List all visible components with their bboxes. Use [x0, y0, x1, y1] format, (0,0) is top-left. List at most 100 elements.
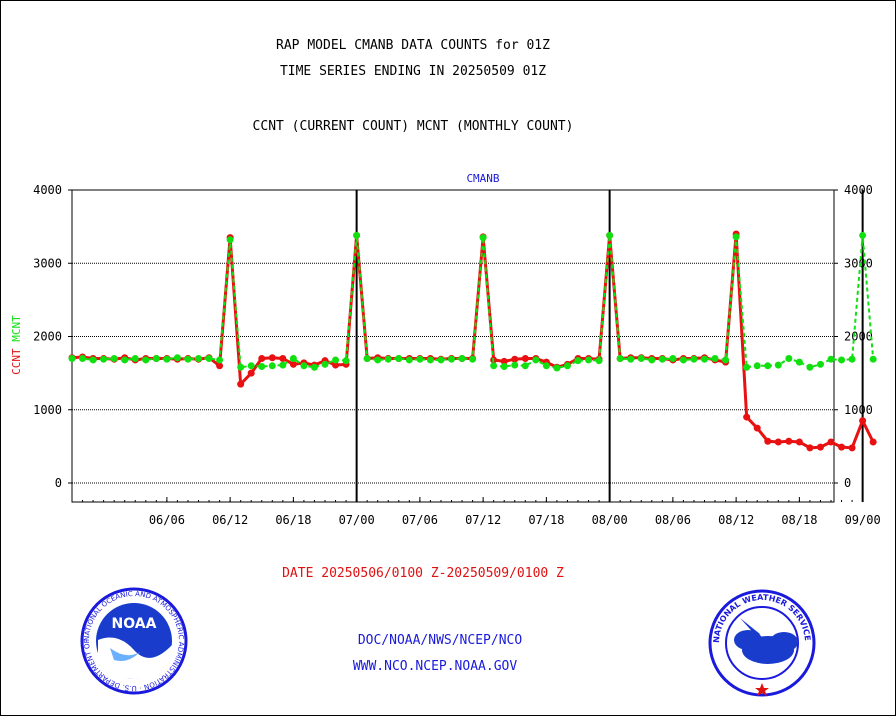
data-point-mcnt [448, 355, 455, 363]
x-tick-label: 07/06 [402, 513, 438, 527]
data-point-mcnt [616, 354, 624, 362]
data-point-ccnt [500, 357, 508, 365]
data-point-mcnt [279, 361, 287, 369]
data-point-mcnt [163, 355, 171, 363]
y-axis-label: CCNT MCNT [10, 315, 23, 375]
data-point-mcnt [827, 355, 835, 363]
y-tick-label: 3000 [33, 256, 62, 270]
data-point-mcnt [173, 354, 181, 362]
data-point-ccnt [237, 380, 245, 388]
data-point-mcnt [785, 354, 793, 362]
data-point-ccnt [795, 438, 803, 446]
data-point-mcnt [648, 356, 656, 364]
y-tick-label-right: 1000 [844, 403, 873, 417]
data-point-mcnt [764, 362, 772, 370]
data-point-mcnt [426, 356, 434, 364]
date-range-label: DATE 20250506/0100 Z-20250509/0100 Z [282, 566, 564, 581]
data-point-mcnt [184, 355, 192, 363]
data-point-mcnt [690, 355, 698, 363]
data-point-mcnt [363, 354, 371, 362]
data-point-mcnt [353, 231, 361, 239]
data-point-mcnt [574, 357, 582, 365]
data-point-mcnt [869, 355, 877, 363]
data-point-ccnt [806, 444, 814, 452]
data-point-ccnt [216, 362, 224, 370]
data-point-mcnt [289, 354, 297, 362]
data-point-ccnt [511, 355, 519, 363]
data-point-mcnt [490, 362, 498, 370]
x-tick-label: 07/12 [465, 513, 501, 527]
data-point-ccnt [743, 413, 751, 421]
data-point-mcnt [300, 362, 308, 370]
data-point-mcnt [342, 357, 350, 365]
data-point-ccnt [268, 354, 276, 362]
data-point-mcnt [658, 355, 666, 363]
x-tick-label: 06/18 [275, 513, 311, 527]
data-point-mcnt [637, 354, 645, 362]
data-point-ccnt [279, 354, 287, 362]
data-point-mcnt [563, 362, 571, 370]
data-point-ccnt [289, 360, 297, 368]
x-tick-label: 06/12 [212, 513, 248, 527]
data-point-mcnt [437, 356, 445, 364]
data-point-ccnt [521, 354, 529, 362]
data-point-ccnt [247, 369, 255, 377]
data-point-mcnt [268, 362, 276, 370]
data-point-mcnt [479, 234, 487, 242]
series-line-ccnt [71, 233, 875, 450]
y-tick-label: 2000 [33, 330, 62, 344]
y-tick-label-right: 4000 [844, 183, 873, 197]
data-point-ccnt [859, 417, 867, 425]
website-link[interactable]: WWW.NCO.NCEP.NOAA.GOV [352, 659, 518, 674]
data-point-ccnt [764, 437, 772, 445]
data-point-mcnt [216, 356, 224, 364]
data-point-mcnt [795, 358, 803, 366]
data-point-mcnt [310, 363, 318, 371]
data-point-mcnt [321, 360, 329, 368]
chart-title-line2: TIME SERIES ENDING IN 20250509 01Z [279, 64, 547, 79]
data-point-mcnt [585, 356, 593, 364]
data-point-mcnt [395, 354, 403, 362]
plot-title: CMANB [466, 172, 499, 185]
data-point-ccnt [785, 437, 793, 445]
data-point-ccnt [869, 438, 877, 446]
data-point-ccnt [753, 424, 761, 432]
data-point-mcnt [732, 233, 740, 241]
data-point-mcnt [542, 362, 550, 370]
data-point-mcnt [131, 354, 139, 362]
data-point-mcnt [627, 355, 635, 363]
plot-border [71, 189, 835, 503]
y-tick-label-right: 0 [844, 476, 851, 490]
data-point-mcnt [332, 356, 340, 364]
y-axis-label-ccnt: CCNT [10, 342, 23, 375]
data-point-mcnt [416, 355, 424, 363]
data-point-mcnt [89, 356, 97, 364]
data-point-mcnt [553, 364, 561, 372]
data-point-mcnt [816, 360, 824, 368]
data-point-mcnt [711, 354, 719, 362]
x-tick-label: 06/06 [149, 513, 185, 527]
data-point-mcnt [68, 354, 76, 362]
data-point-mcnt [595, 357, 603, 365]
data-point-mcnt [521, 362, 529, 370]
data-point-mcnt [152, 354, 160, 362]
x-tick-label: 09/00 [845, 513, 881, 527]
data-point-mcnt [121, 356, 129, 364]
data-point-mcnt [806, 363, 814, 371]
data-point-ccnt [258, 354, 266, 362]
data-point-mcnt [226, 236, 234, 244]
data-point-mcnt [110, 354, 118, 362]
chart-subtitle: CCNT (CURRENT COUNT) MCNT (MONTHLY COUNT… [252, 119, 574, 134]
data-point-ccnt [848, 444, 856, 452]
x-tick-label: 08/06 [655, 513, 691, 527]
y-tick-label-right: 2000 [844, 330, 873, 344]
x-tick-label: 08/18 [781, 513, 817, 527]
data-point-ccnt [332, 361, 340, 369]
data-point-ccnt [827, 438, 835, 446]
data-point-mcnt [606, 231, 614, 239]
data-point-mcnt [753, 362, 761, 370]
data-point-mcnt [458, 354, 466, 362]
org-line: DOC/NOAA/NWS/NCEP/NCO [357, 633, 523, 648]
y-tick-label: 0 [55, 476, 62, 490]
